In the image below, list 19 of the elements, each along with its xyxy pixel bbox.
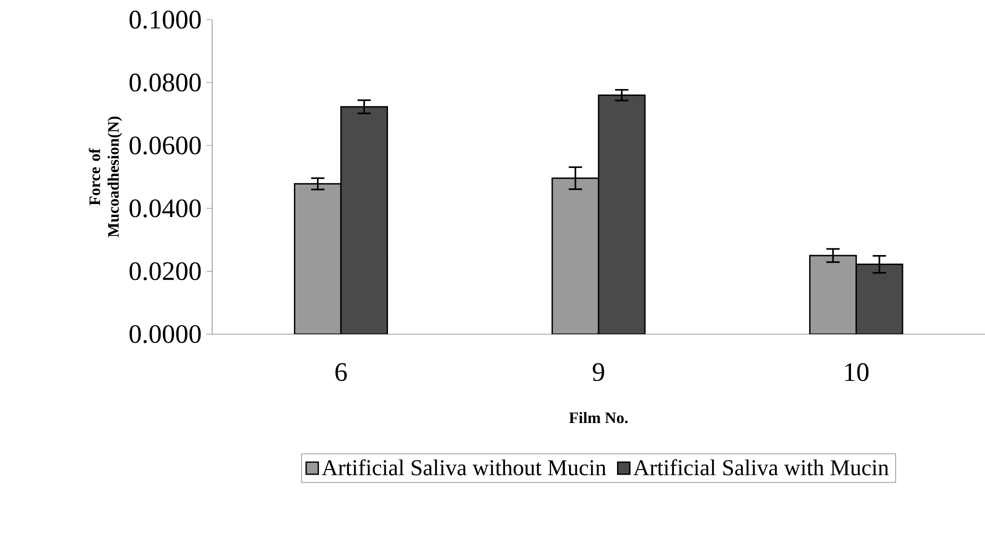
x-tick-label: 6 [335, 363, 347, 381]
x-tick-label: 9 [592, 363, 604, 381]
bar [294, 183, 342, 334]
y-tick-label: 0.0600 [130, 136, 201, 154]
y-tick-label: 0.0400 [130, 199, 201, 218]
bar [340, 106, 388, 334]
legend-label: Artificial Saliva without Mucin [322, 459, 606, 476]
y-tick-label: 0.0000 [130, 325, 201, 344]
y-tick-label: 0.0800 [130, 73, 201, 92]
y-tick-label: 0.1000 [130, 10, 201, 29]
y-axis-title: Force of Mucoadhesion(N) [88, 116, 122, 238]
bar [598, 94, 646, 334]
x-axis-title: Film No. [569, 412, 628, 424]
bar [552, 177, 600, 334]
y-tick-label: 0.0200 [130, 262, 201, 280]
bar [856, 264, 904, 334]
legend-label: Artificial Saliva with Mucin [633, 459, 889, 476]
x-tick-label: 10 [845, 363, 868, 382]
bar [809, 254, 857, 334]
